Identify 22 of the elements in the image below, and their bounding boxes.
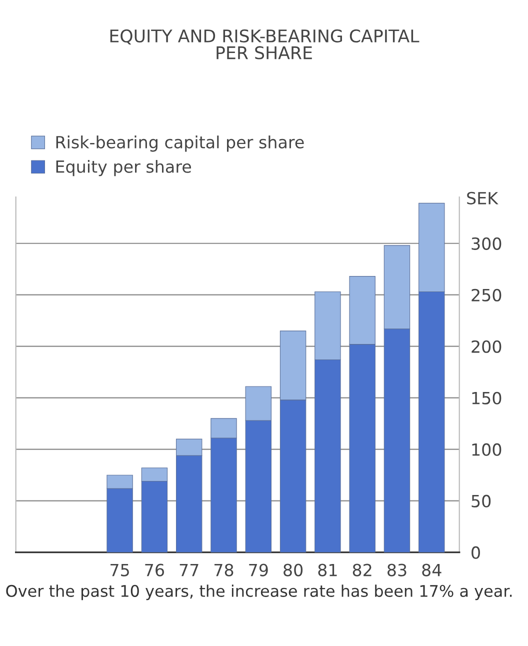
x-tick-label: 83 xyxy=(388,564,406,576)
y-tick-label: 200 xyxy=(472,340,502,353)
legend-label: Risk-bearing capital per share xyxy=(56,136,304,152)
x-tick-label: 84 xyxy=(422,564,442,576)
x-tick-label: 82 xyxy=(352,564,372,576)
x-tick-label: 76 xyxy=(145,564,164,576)
y-tick-label: 300 xyxy=(472,237,502,250)
y-axis-title: SEK xyxy=(467,192,498,204)
x-tick-label: 81 xyxy=(318,564,337,576)
chart-title: EQUITY AND RISK-BEARING CAPITAL PER SHARE xyxy=(110,29,420,60)
x-tick-label: 80 xyxy=(284,564,303,576)
x-tick-label: 78 xyxy=(214,564,234,576)
y-tick-label: 100 xyxy=(472,443,502,456)
legend-label: Equity per share xyxy=(56,160,191,176)
x-tick-label: 79 xyxy=(249,564,268,576)
y-tick-label: 250 xyxy=(472,288,502,302)
y-tick-label: 50 xyxy=(472,494,491,508)
y-tick-label: 0 xyxy=(472,546,480,559)
text: Over the past 10 years, the increase rate has been 17% a year. xyxy=(6,584,512,600)
x-tick-label: 77 xyxy=(180,564,198,576)
y-tick-label: 150 xyxy=(472,392,502,404)
x-tick-label: 75 xyxy=(110,564,129,576)
